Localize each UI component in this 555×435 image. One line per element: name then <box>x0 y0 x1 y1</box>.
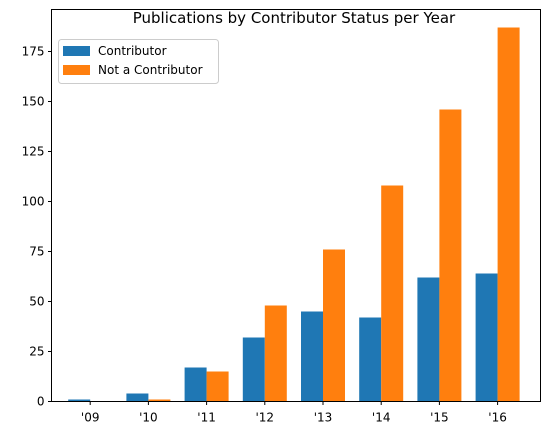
x-tick-label: '13 <box>314 411 333 425</box>
bar <box>497 27 520 402</box>
plot-frame <box>51 9 541 402</box>
x-tick-label: '12 <box>256 411 275 425</box>
legend-box <box>58 39 219 84</box>
bar <box>359 317 382 402</box>
bar <box>439 109 462 402</box>
legend-label: Contributor <box>98 44 167 58</box>
y-tick-label: 75 <box>29 245 44 259</box>
y-tick-label: 150 <box>22 95 45 109</box>
bar <box>301 311 323 402</box>
legend-swatch <box>63 65 90 75</box>
legend-label: Not a Contributor <box>98 63 203 77</box>
bar <box>475 273 498 402</box>
y-tick-label: 125 <box>22 145 45 159</box>
x-tick-label: '14 <box>372 411 391 425</box>
bar <box>264 305 287 402</box>
bar <box>126 393 149 402</box>
y-tick-label: 100 <box>22 195 45 209</box>
bar <box>242 337 265 402</box>
plot-area <box>68 27 520 402</box>
bar <box>417 277 440 402</box>
legend-swatch <box>63 46 90 56</box>
bar <box>381 185 404 402</box>
legend-layer: Contributor Not a Contributor <box>58 39 219 84</box>
y-tick-label: 0 <box>37 395 45 409</box>
x-tick-label: '15 <box>430 411 449 425</box>
x-tick-label: '10 <box>139 411 158 425</box>
y-tick-label: 25 <box>29 345 44 359</box>
bar <box>184 367 207 402</box>
bar <box>323 249 345 402</box>
bar <box>68 399 91 402</box>
x-tick-label: '11 <box>197 411 216 425</box>
bar <box>148 399 171 402</box>
y-tick-label: 50 <box>29 295 44 309</box>
y-tick-label: 175 <box>22 45 45 59</box>
x-tick-label: '09 <box>81 411 100 425</box>
y-axis: 0 25 50 75 100 125 150 175 <box>22 45 52 409</box>
x-tick-label: '16 <box>488 411 507 425</box>
chart-title: Publications by Contributor Status per Y… <box>133 9 456 27</box>
x-axis: '09 '10 '11 '12 '13 '14 '15 '16 <box>81 401 507 425</box>
bar <box>206 371 229 402</box>
